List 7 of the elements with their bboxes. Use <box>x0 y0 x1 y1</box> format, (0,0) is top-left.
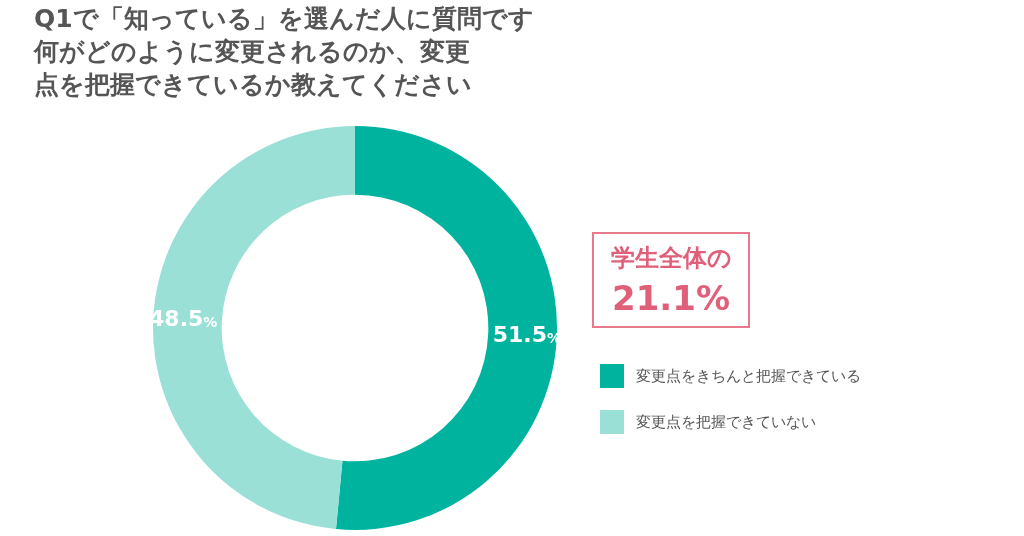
legend-label: 変更点をきちんと把握できている <box>636 366 861 386</box>
chart-title: Q1で「知っている」を選んだ人に質問です <box>34 3 534 35</box>
chart-subtitle: 何がどのように変更されるのか、変更点を把握できているか教えてください <box>34 36 473 101</box>
text: 21.1% <box>611 278 731 318</box>
text: 学生全体の <box>609 243 733 274</box>
data-label: 48.5% <box>149 305 218 331</box>
legend-label: 変更点を把握できていない <box>636 412 816 432</box>
